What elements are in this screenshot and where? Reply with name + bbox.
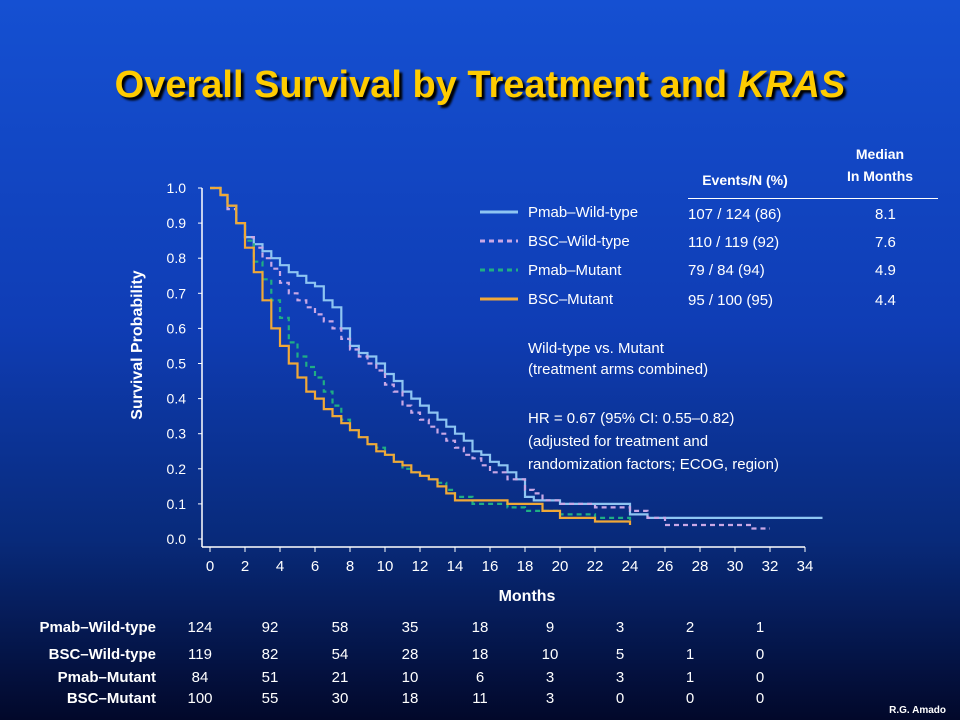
x-tick-label: 10 (377, 558, 394, 575)
y-tick-label: 0.4 (167, 391, 187, 407)
x-tick-label: 26 (657, 558, 674, 575)
series-line (210, 186, 632, 525)
risk-cell: 119 (188, 646, 212, 663)
risk-cell: 0 (685, 690, 695, 707)
x-tick-label: 34 (797, 558, 814, 575)
x-tick-label: 12 (412, 558, 429, 575)
annotation-line: Wild-type vs. Mutant (528, 340, 664, 357)
x-tick-label: 14 (447, 558, 464, 575)
risk-cell: 6 (475, 669, 485, 686)
risk-cell: 3 (545, 669, 555, 686)
annotation-line: randomization factors; ECOG, region) (528, 456, 779, 473)
median-row: 4.9 (875, 262, 896, 279)
risk-cell: 0 (755, 690, 765, 707)
x-tick-label: 0 (206, 558, 214, 575)
risk-cell: 100 (187, 690, 213, 707)
table-header-divider (688, 198, 938, 199)
y-tick-label: 0.5 (167, 356, 187, 372)
median-header-line1: Median (855, 146, 905, 162)
risk-cell: 82 (261, 646, 279, 663)
risk-cell: 18 (471, 619, 489, 636)
events-row: 110 / 119 (92) (688, 234, 780, 251)
risk-cell: 2 (685, 619, 695, 636)
risk-row-label: Pmab–Mutant (57, 669, 156, 686)
y-tick-label: 0.3 (167, 426, 187, 442)
title-main: Overall Survival by Treatment and (114, 64, 738, 106)
median-row: 7.6 (875, 234, 896, 251)
risk-cell: 5 (615, 646, 625, 663)
risk-cell: 28 (401, 646, 419, 663)
annotation-line: (adjusted for treatment and (528, 433, 709, 450)
y-tick-label: 0.7 (167, 285, 187, 301)
x-tick-label: 22 (587, 558, 604, 575)
risk-cell: 51 (261, 669, 279, 686)
risk-cell: 0 (755, 669, 765, 686)
legend-label: Pmab–Mutant (528, 262, 622, 279)
y-tick-label: 1.0 (167, 180, 187, 196)
risk-cell: 3 (615, 669, 625, 686)
title-italic: KRAS (737, 64, 846, 106)
risk-cell: 1 (685, 646, 695, 663)
x-tick-label: 8 (346, 558, 354, 575)
risk-row-label: BSC–Mutant (66, 690, 156, 707)
risk-cell: 3 (615, 619, 625, 636)
y-tick-label: 0.1 (167, 496, 187, 512)
x-tick-label: 32 (762, 558, 779, 575)
risk-row-label: Pmab–Wild-type (39, 619, 156, 636)
annotation-line: (treatment arms combined) (528, 361, 709, 378)
credit: R.G. Amado (889, 705, 946, 716)
x-tick-label: 2 (241, 558, 249, 575)
events-header: Events/N (%) (702, 172, 788, 188)
x-tick-label: 28 (692, 558, 709, 575)
risk-cell: 21 (331, 669, 349, 686)
risk-cell: 18 (471, 646, 489, 663)
x-tick-label: 4 (276, 558, 284, 575)
legend-label: Pmab–Wild-type (528, 204, 638, 221)
risk-cell: 3 (545, 690, 555, 707)
risk-cell: 55 (261, 690, 279, 707)
y-tick-label: 0.6 (167, 320, 187, 336)
risk-cell: 18 (401, 690, 419, 707)
risk-cell: 0 (755, 646, 765, 663)
legend-label: BSC–Mutant (528, 291, 614, 308)
legend-label: BSC–Wild-type (528, 233, 630, 250)
risk-row-label: BSC–Wild-type (48, 646, 156, 663)
risk-cell: 10 (541, 646, 559, 663)
risk-cell: 10 (401, 669, 419, 686)
median-row: 4.4 (875, 292, 896, 309)
x-tick-label: 18 (517, 558, 534, 575)
risk-cell: 11 (472, 690, 488, 707)
y-axis-label: Survival Probability (129, 270, 146, 419)
y-tick-label: 0.2 (167, 461, 187, 477)
x-tick-label: 20 (552, 558, 569, 575)
risk-cell: 9 (545, 619, 555, 636)
events-row: 95 / 100 (95) (688, 292, 774, 309)
risk-cell: 124 (187, 619, 213, 636)
y-tick-label: 0.9 (167, 215, 187, 231)
risk-cell: 1 (755, 619, 765, 636)
median-row: 8.1 (875, 206, 896, 223)
x-tick-label: 16 (482, 558, 499, 575)
x-tick-label: 24 (622, 558, 639, 575)
events-row: 107 / 124 (86) (688, 206, 782, 223)
x-tick-label: 30 (727, 558, 744, 575)
risk-cell: 35 (401, 619, 419, 636)
median-header-line2: In Months (846, 168, 914, 184)
annotation-line: HR = 0.67 (95% CI: 0.55–0.82) (528, 410, 735, 427)
risk-cell: 1 (685, 669, 695, 686)
x-tick-label: 6 (311, 558, 319, 575)
risk-cell: 54 (331, 646, 349, 663)
series-line (210, 186, 770, 530)
risk-cell: 30 (331, 690, 349, 707)
events-row: 79 / 84 (94) (688, 262, 765, 279)
risk-cell: 84 (191, 669, 209, 686)
risk-cell: 0 (615, 690, 625, 707)
x-axis-label: Months (499, 588, 556, 605)
y-tick-label: 0.8 (167, 250, 187, 266)
risk-cell: 58 (331, 619, 349, 636)
risk-cell: 92 (261, 619, 279, 636)
page-title: Overall Survival by Treatment and KRAS (0, 64, 960, 107)
y-tick-label: 0.0 (167, 531, 187, 547)
